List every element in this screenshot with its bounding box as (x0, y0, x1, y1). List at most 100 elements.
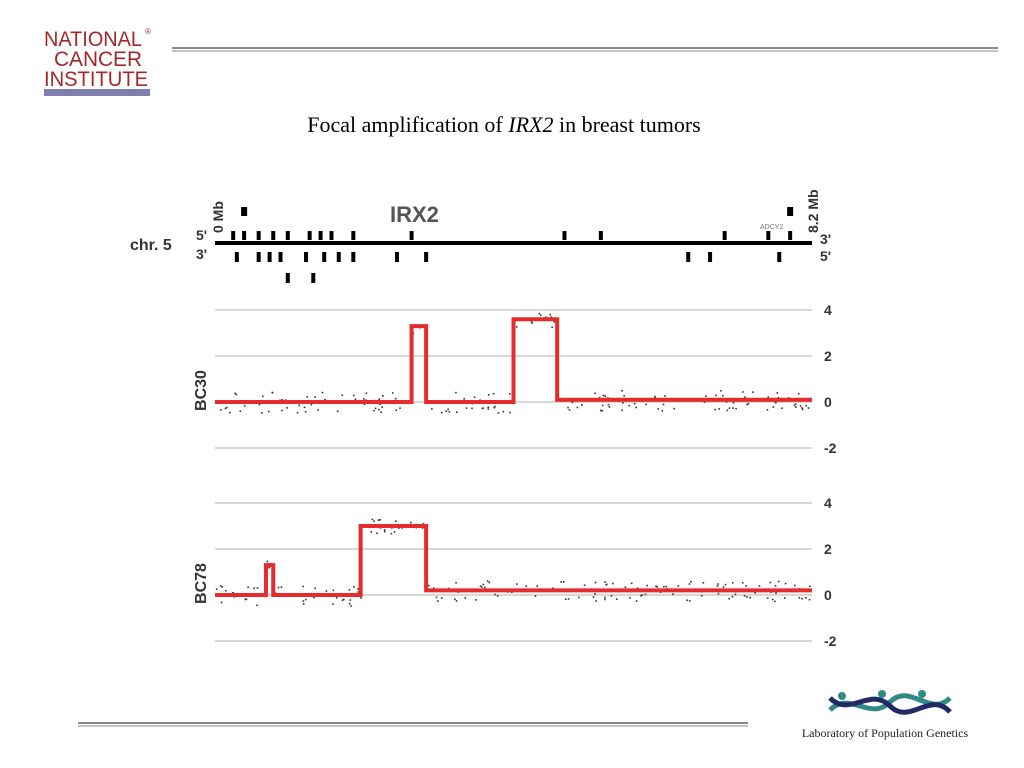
data-point (612, 582, 614, 585)
data-point (530, 320, 533, 323)
nci-logo: NATIONAL CANCER INSTITUTE ® (44, 27, 151, 96)
data-point (394, 520, 397, 522)
data-point (688, 600, 691, 602)
data-point (427, 584, 430, 587)
data-point (630, 582, 633, 585)
data-point (624, 586, 627, 589)
sample-label: BC78 (193, 563, 210, 604)
data-point (497, 412, 500, 414)
data-point (353, 586, 355, 588)
data-point (313, 596, 315, 599)
figure: chr. 5 5' 3' 3' 5' 0 Mb 8.2 Mb IRX2 ADCY… (130, 189, 837, 649)
data-point (321, 391, 324, 394)
data-point (440, 411, 443, 414)
data-point (373, 520, 375, 523)
data-point (795, 406, 797, 408)
sample-label: BC30 (193, 370, 210, 411)
data-point (390, 532, 393, 535)
forward-gene-mark (598, 231, 603, 240)
data-point (598, 396, 601, 399)
data-point (235, 393, 238, 396)
data-point (381, 406, 383, 408)
data-point (629, 596, 631, 599)
data-point (221, 586, 224, 588)
y-tick-label: 2 (824, 541, 832, 557)
data-point (774, 585, 777, 587)
lab-name: Laboratory of Population Genetics (801, 726, 969, 740)
data-point (455, 581, 457, 584)
data-point (455, 391, 457, 394)
data-point (304, 410, 307, 413)
y-tick-label: -2 (824, 633, 837, 649)
data-point (664, 395, 666, 397)
data-point (332, 603, 334, 606)
data-point (595, 600, 597, 602)
segment-line (215, 317, 812, 404)
strand-label-bottom-left: 3' (196, 246, 207, 262)
data-point (663, 585, 665, 588)
data-point (314, 587, 316, 590)
reverse-gene-mark (336, 252, 341, 262)
data-point (732, 407, 734, 409)
dna-dot (838, 692, 846, 700)
forward-gene-mark (351, 231, 356, 240)
data-point (239, 410, 242, 412)
data-point (268, 566, 270, 569)
data-point (302, 603, 305, 605)
data-point (594, 593, 596, 595)
data-point (752, 391, 754, 393)
data-point (383, 530, 386, 533)
data-point (360, 597, 362, 599)
data-point (394, 397, 397, 400)
reverse-gene-mark (278, 252, 283, 262)
reverse-gene-mark (267, 252, 272, 262)
data-point (608, 406, 611, 408)
data-point (431, 408, 433, 410)
data-point (716, 585, 719, 587)
data-point (636, 587, 639, 590)
data-point (317, 409, 320, 411)
data-point (455, 600, 458, 602)
data-point (215, 588, 218, 591)
data-point (718, 408, 721, 410)
data-point (717, 592, 720, 595)
nci-logo-line-3: INSTITUTE (44, 68, 148, 91)
data-point (594, 392, 596, 395)
data-point (226, 406, 228, 409)
data-point (583, 584, 586, 587)
data-point (399, 407, 401, 409)
data-point (735, 407, 737, 410)
data-point (562, 581, 565, 583)
data-point (539, 314, 542, 317)
data-point (302, 585, 304, 588)
data-point (437, 600, 439, 602)
data-point (673, 407, 675, 410)
data-point (808, 598, 811, 601)
forward-gene-mark (409, 231, 414, 240)
data-point (726, 409, 729, 412)
data-point (777, 580, 780, 583)
data-point (298, 404, 300, 407)
data-point (615, 598, 618, 600)
forward-gene-mark (256, 231, 261, 240)
data-point (656, 586, 659, 588)
data-point (465, 407, 468, 409)
data-point (397, 527, 400, 529)
dna-dot (918, 690, 926, 698)
data-point (525, 585, 528, 587)
data-point (564, 598, 567, 601)
gene-label: IRX2 (390, 202, 439, 227)
data-point (701, 594, 703, 597)
data-point (286, 407, 288, 409)
data-point (325, 590, 328, 592)
forward-gene-mark (329, 231, 334, 240)
data-point (725, 401, 728, 403)
data-point (799, 404, 802, 407)
data-point (341, 394, 344, 397)
data-point (261, 412, 263, 414)
data-point (640, 595, 642, 597)
data-point (644, 593, 647, 596)
reverse-gene-mark (351, 252, 356, 262)
data-point (256, 587, 259, 589)
footer-rule (78, 722, 748, 727)
